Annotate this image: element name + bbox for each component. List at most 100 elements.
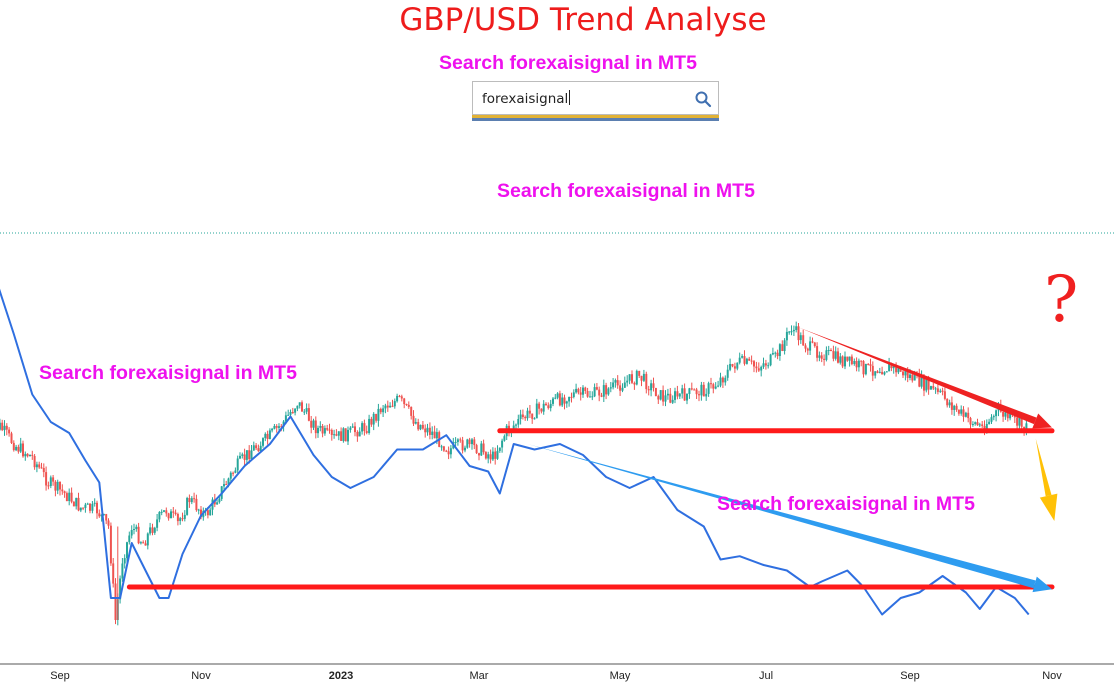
candle-body (149, 527, 152, 534)
candle-body (1009, 412, 1012, 419)
candle-body (91, 503, 94, 511)
blue-line (0, 288, 1030, 616)
candle-body (259, 445, 262, 452)
search-input[interactable]: forexaisignal (482, 90, 571, 107)
candle-body (628, 374, 631, 381)
candle-body (424, 428, 427, 433)
candle-body (700, 384, 703, 396)
candle-body (738, 357, 741, 363)
candle-body (449, 448, 452, 455)
candle-body (577, 388, 580, 393)
candle-body (913, 373, 916, 381)
candle-body (31, 454, 34, 456)
candle-body (783, 340, 786, 351)
candle-body (303, 411, 306, 413)
candle-body (598, 389, 601, 396)
candle-body (386, 405, 389, 408)
candle-body (927, 379, 930, 390)
candle-body (454, 442, 457, 443)
candle-body (753, 361, 755, 367)
candle-body (512, 425, 515, 430)
x-tick-label: Nov (1042, 670, 1062, 682)
candle-body (312, 420, 315, 428)
candle-body (676, 391, 679, 397)
candle-body (47, 485, 50, 487)
candle-body (98, 513, 101, 517)
blue-line-series (0, 288, 1030, 616)
candle-body (669, 393, 672, 403)
candle-body (804, 345, 807, 349)
candle-body (494, 451, 497, 459)
candle-body (635, 370, 638, 385)
candle-body (365, 431, 368, 433)
candle-body (920, 376, 923, 387)
candle-body (35, 464, 38, 468)
candle-body (121, 563, 124, 579)
candle-body (319, 426, 322, 428)
candle-body (456, 439, 459, 442)
candle-body (478, 453, 480, 456)
candle-body (38, 464, 41, 468)
candle-body (400, 396, 403, 399)
candle-body (832, 350, 835, 359)
candle-body (834, 351, 837, 359)
candle-body (342, 428, 345, 441)
candle-body (614, 380, 617, 383)
candle-body (657, 396, 660, 400)
search-box[interactable]: forexaisignal (472, 81, 719, 115)
candle-body (736, 362, 739, 369)
candle-body (948, 402, 951, 406)
candle-body (144, 543, 147, 546)
candle-body (75, 497, 78, 507)
candle-body (654, 388, 657, 397)
text-caret (569, 90, 571, 105)
candle-body (419, 424, 422, 430)
candle-body (645, 373, 648, 390)
candle-body (333, 434, 336, 436)
candle-body (158, 512, 161, 520)
candle-body (278, 426, 280, 428)
candle-body (547, 405, 550, 409)
candle-body (1018, 417, 1021, 426)
candle-body (183, 514, 186, 519)
candle-body (904, 370, 907, 376)
candle-body (307, 408, 310, 421)
candle-body (314, 420, 317, 434)
candle-body (114, 583, 117, 620)
candle-body (776, 352, 779, 357)
candle-body (930, 386, 932, 390)
candle-body (305, 408, 308, 412)
candle-body (533, 418, 536, 420)
candle-body (503, 436, 506, 441)
candle-body (128, 535, 131, 543)
candle-body (42, 468, 45, 473)
candle-body (871, 365, 874, 376)
annotation-layer (0, 232, 1114, 593)
x-tick-label: 2023 (328, 670, 354, 682)
candle-body (227, 478, 230, 485)
candle-body (609, 387, 612, 389)
candle-body (757, 368, 760, 371)
candle-body (666, 393, 669, 396)
candle-body (925, 379, 928, 391)
chart-title: GBP/USD Trend Analyse (399, 2, 767, 38)
candle-body (0, 422, 1, 430)
candle-body (498, 447, 501, 451)
search-icon[interactable] (694, 90, 712, 108)
candle-body (990, 417, 993, 422)
candle-body (721, 377, 724, 383)
candle-body (528, 410, 531, 414)
candle-body (1016, 417, 1019, 426)
candle-body (61, 489, 64, 492)
candle-body (442, 446, 445, 451)
candle-body (52, 477, 55, 482)
candle-body (686, 394, 688, 401)
candle-body (501, 440, 504, 448)
candle-body (888, 363, 891, 372)
candle-body (607, 388, 610, 395)
candle-body (123, 558, 126, 564)
candle-body (33, 456, 36, 468)
candle-body (275, 426, 278, 428)
candle-body (556, 393, 559, 398)
